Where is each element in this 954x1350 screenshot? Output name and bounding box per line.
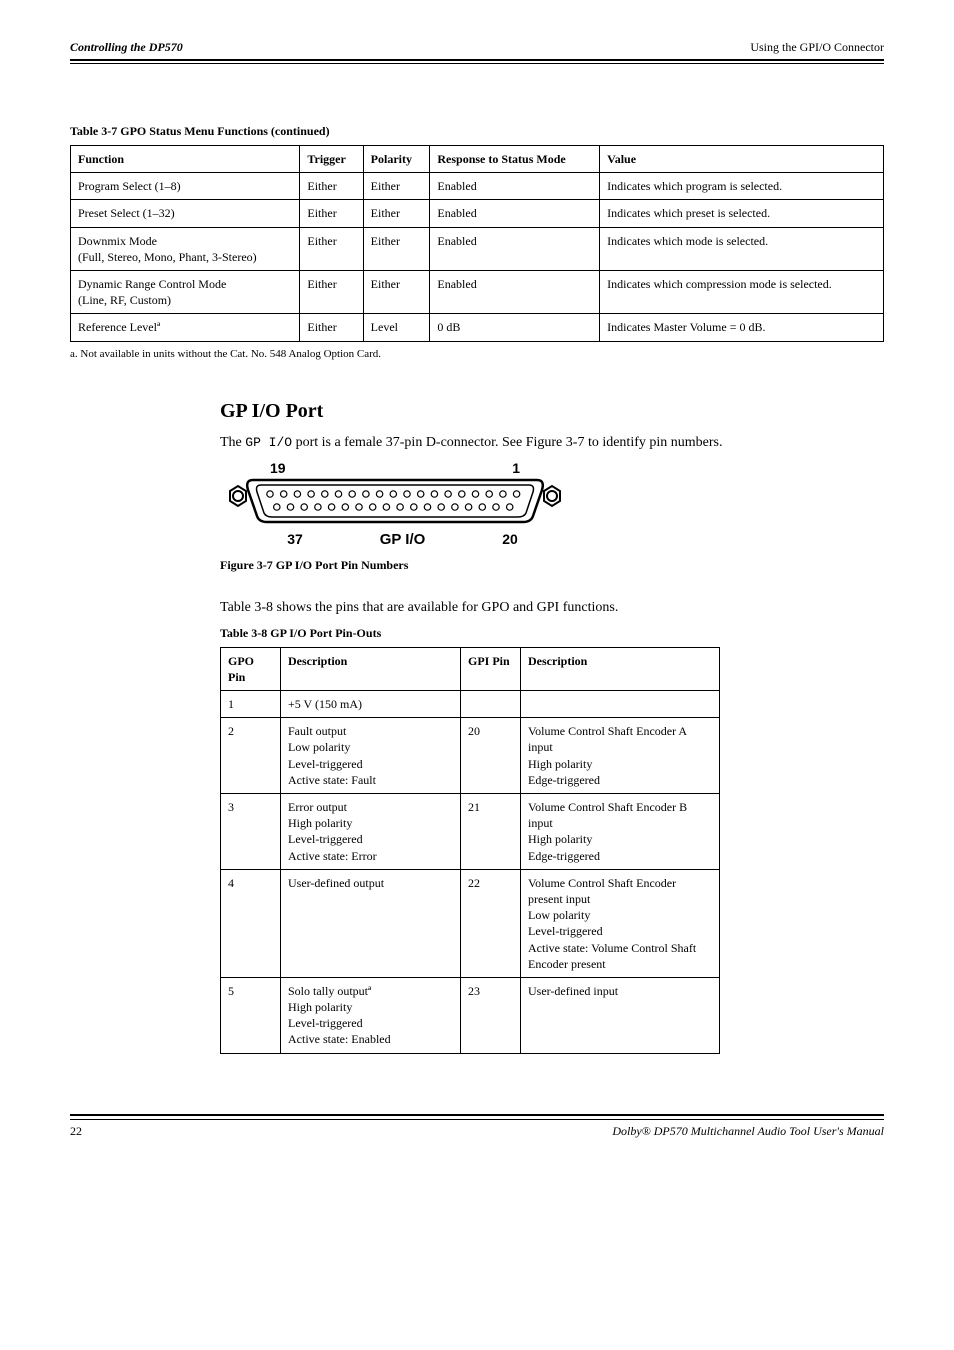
cell: User-defined input — [521, 977, 720, 1053]
table-b-caption: Table 3-8 GP I/O Port Pin-Outs — [220, 626, 884, 641]
page-number: 22 — [70, 1124, 82, 1139]
footer-text: ® DP570 Multichannel Audio Tool User's M… — [642, 1124, 884, 1138]
cell: Either — [363, 200, 430, 227]
cell: 4 — [221, 869, 281, 977]
footer-right: Dolby® DP570 Multichannel Audio Tool Use… — [612, 1124, 884, 1139]
connector-label: GP I/O — [315, 531, 490, 548]
table-header-row: Function Trigger Polarity Response to St… — [71, 146, 884, 173]
cell: Indicates which preset is selected. — [600, 200, 884, 227]
cell: Either — [300, 270, 363, 313]
intro-post: port is a female 37-pin D-connector. See… — [292, 435, 722, 450]
col-gpo-pin: GPO Pin — [221, 647, 281, 690]
cell: Either — [300, 227, 363, 270]
col-function: Function — [71, 146, 300, 173]
gpio-pinout-table: GPO Pin Description GPI Pin Description … — [220, 647, 720, 1054]
cell: 2 — [221, 718, 281, 794]
col-value: Value — [600, 146, 884, 173]
footer-brand: Dolby — [612, 1124, 641, 1138]
cell — [461, 691, 521, 718]
cell: Downmix Mode (Full, Stereo, Mono, Phant,… — [71, 227, 300, 270]
table-row: 1 +5 V (150 mA) — [221, 691, 720, 718]
cell: 21 — [461, 794, 521, 870]
gpo-status-table: Function Trigger Polarity Response to St… — [70, 145, 884, 342]
cell: 0 dB — [430, 314, 600, 341]
cell: Indicates which mode is selected. — [600, 227, 884, 270]
col-polarity: Polarity — [363, 146, 430, 173]
cell: Indicates which compression mode is sele… — [600, 270, 884, 313]
cell: Either — [300, 314, 363, 341]
section-title: GP I/O Port — [220, 400, 884, 423]
db37-connector-icon — [220, 476, 570, 526]
figure-caption: Figure 3-7 GP I/O Port Pin Numbers — [220, 558, 884, 573]
cell: Either — [300, 173, 363, 200]
page-header: Controlling the DP570 Using the GPI/O Co… — [70, 40, 884, 64]
cell: 22 — [461, 869, 521, 977]
cell: 20 — [461, 718, 521, 794]
cell: Dynamic Range Control Mode (Line, RF, Cu… — [71, 270, 300, 313]
table-row: 3 Error output High polarity Level-trigg… — [221, 794, 720, 870]
header-right: Using the GPI/O Connector — [750, 40, 884, 55]
col-gpi-pin: GPI Pin — [461, 647, 521, 690]
table-row: Program Select (1–8) Either Either Enabl… — [71, 173, 884, 200]
table-a-caption: Table 3-7 GPO Status Menu Functions (con… — [70, 124, 884, 139]
cell: Program Select (1–8) — [71, 173, 300, 200]
col-response: Response to Status Mode — [430, 146, 600, 173]
gpo-status-table-section: Table 3-7 GPO Status Menu Functions (con… — [70, 124, 884, 360]
cell: Fault output Low polarity Level-triggere… — [281, 718, 461, 794]
connector-figure: 19 1 — [220, 460, 884, 548]
table-row: Reference Levelª Either Level 0 dB Indic… — [71, 314, 884, 341]
cell: 3 — [221, 794, 281, 870]
col-gpi-desc: Description — [521, 647, 720, 690]
intro-code: GP I/O — [245, 435, 292, 450]
cell: Volume Control Shaft Encoder present inp… — [521, 869, 720, 977]
pin-1-label: 1 — [512, 460, 520, 476]
table-row: 2 Fault output Low polarity Level-trigge… — [221, 718, 720, 794]
cell: Solo tally outputª High polarity Level-t… — [281, 977, 461, 1053]
cell: Either — [363, 173, 430, 200]
table-row: Preset Select (1–32) Either Either Enabl… — [71, 200, 884, 227]
cell: Volume Control Shaft Encoder A input Hig… — [521, 718, 720, 794]
cell: +5 V (150 mA) — [281, 691, 461, 718]
after-figure-text: Table 3-8 shows the pins that are availa… — [220, 598, 884, 618]
cell: Volume Control Shaft Encoder B input Hig… — [521, 794, 720, 870]
cell: Enabled — [430, 173, 600, 200]
cell — [521, 691, 720, 718]
cell: Level — [363, 314, 430, 341]
table-row: Dynamic Range Control Mode (Line, RF, Cu… — [71, 270, 884, 313]
header-left: Controlling the DP570 — [70, 40, 183, 55]
cell: Enabled — [430, 227, 600, 270]
intro-text: The GP I/O port is a female 37-pin D-con… — [220, 433, 884, 453]
cell: Either — [363, 227, 430, 270]
cell: Indicates Master Volume = 0 dB. — [600, 314, 884, 341]
cell: Either — [300, 200, 363, 227]
pin-37-label: 37 — [275, 531, 315, 548]
cell: Indicates which program is selected. — [600, 173, 884, 200]
cell: Preset Select (1–32) — [71, 200, 300, 227]
cell: Reference Levelª — [71, 314, 300, 341]
pin-20-label: 20 — [490, 531, 530, 548]
intro-pre: The — [220, 435, 245, 450]
cell: Error output High polarity Level-trigger… — [281, 794, 461, 870]
pin-19-label: 19 — [270, 460, 286, 476]
cell: User-defined output — [281, 869, 461, 977]
cell: 1 — [221, 691, 281, 718]
col-gpo-desc: Description — [281, 647, 461, 690]
cell: 23 — [461, 977, 521, 1053]
table-row: Downmix Mode (Full, Stereo, Mono, Phant,… — [71, 227, 884, 270]
table-row: 5 Solo tally outputª High polarity Level… — [221, 977, 720, 1053]
table-header-row: GPO Pin Description GPI Pin Description — [221, 647, 720, 690]
col-trigger: Trigger — [300, 146, 363, 173]
cell: 5 — [221, 977, 281, 1053]
cell: Either — [363, 270, 430, 313]
table-a-footnote: a. Not available in units without the Ca… — [70, 348, 884, 360]
cell: Enabled — [430, 270, 600, 313]
page-footer: 22 Dolby® DP570 Multichannel Audio Tool … — [70, 1114, 884, 1139]
cell: Enabled — [430, 200, 600, 227]
table-row: 4 User-defined output 22 Volume Control … — [221, 869, 720, 977]
